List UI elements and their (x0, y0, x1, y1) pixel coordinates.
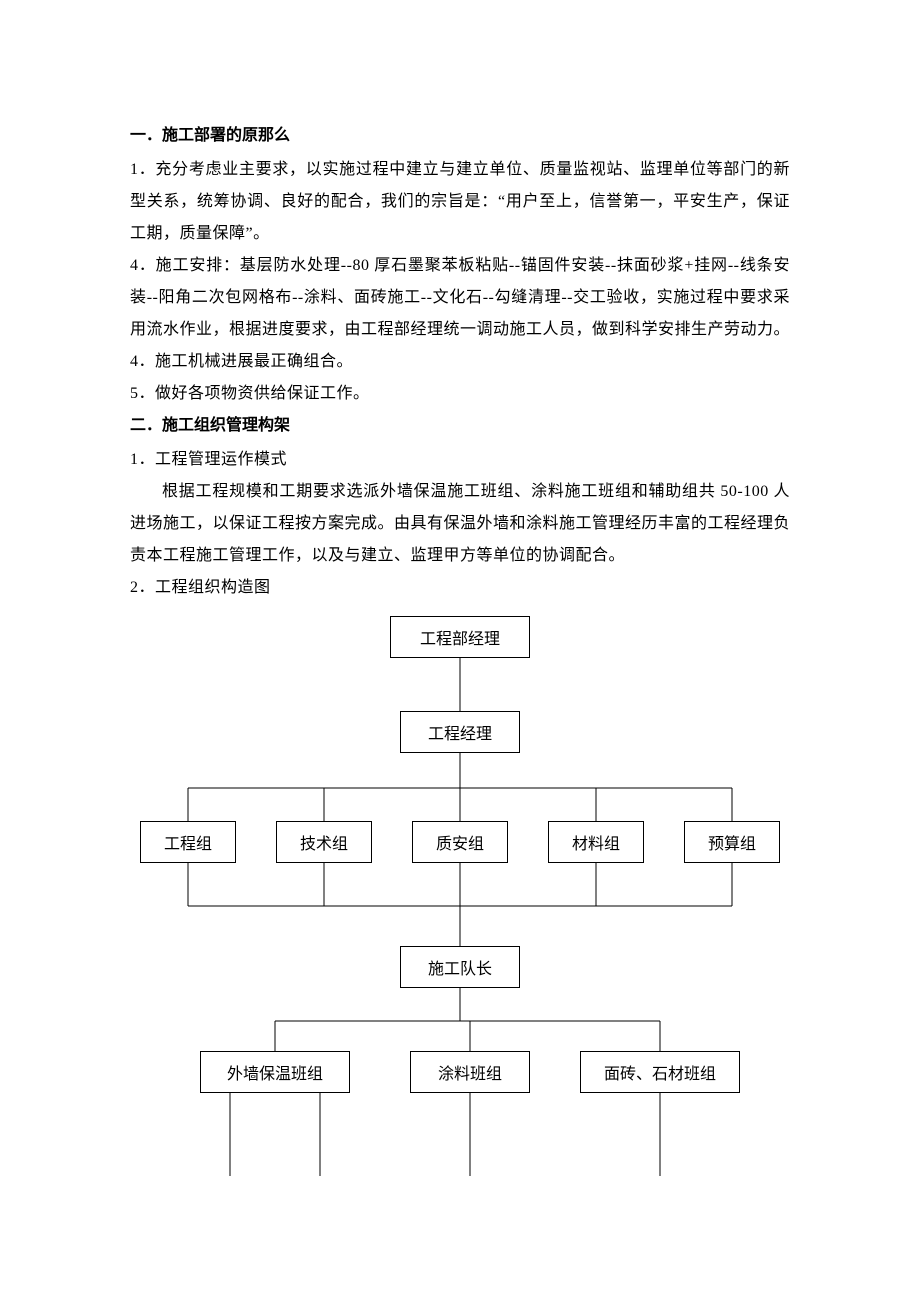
section2-p2: 根据工程规模和工期要求选派外墙保温施工班组、涂料施工班组和辅助组共 50-100… (130, 476, 790, 572)
org-node-n3: 工程组 (140, 821, 236, 863)
section2-heading: 二．施工组织管理构架 (130, 410, 790, 442)
section1-p4: 5．做好各项物资供给保证工作。 (130, 378, 790, 410)
org-node-n10: 涂料班组 (410, 1051, 530, 1093)
org-node-n4: 技术组 (276, 821, 372, 863)
section2-p1: 1．工程管理运作模式 (130, 444, 790, 476)
org-node-n8: 施工队长 (400, 946, 520, 988)
org-node-n6: 材料组 (548, 821, 644, 863)
org-node-n2: 工程经理 (400, 711, 520, 753)
org-node-n5: 质安组 (412, 821, 508, 863)
section1-p3: 4．施工机械进展最正确组合。 (130, 346, 790, 378)
section1-heading: 一．施工部署的原那么 (130, 120, 790, 152)
section1-p1: 1．充分考虑业主要求，以实施过程中建立与建立单位、质量监视站、监理单位等部门的新… (130, 154, 790, 250)
org-node-n1: 工程部经理 (390, 616, 530, 658)
org-node-n11: 面砖、石材班组 (580, 1051, 740, 1093)
section2-p3: 2．工程组织构造图 (130, 572, 790, 604)
section1-p2: 4．施工安排：基层防水处理--80 厚石墨聚苯板粘贴--锚固件安装--抹面砂浆+… (130, 250, 790, 346)
org-chart: 工程部经理工程经理工程组技术组质安组材料组预算组施工队长外墙保温班组 涂料班组 面砖… (130, 616, 790, 1216)
org-node-n9: 外墙保温班组 (200, 1051, 350, 1093)
org-node-n7: 预算组 (684, 821, 780, 863)
org-chart-lines (130, 616, 790, 1216)
